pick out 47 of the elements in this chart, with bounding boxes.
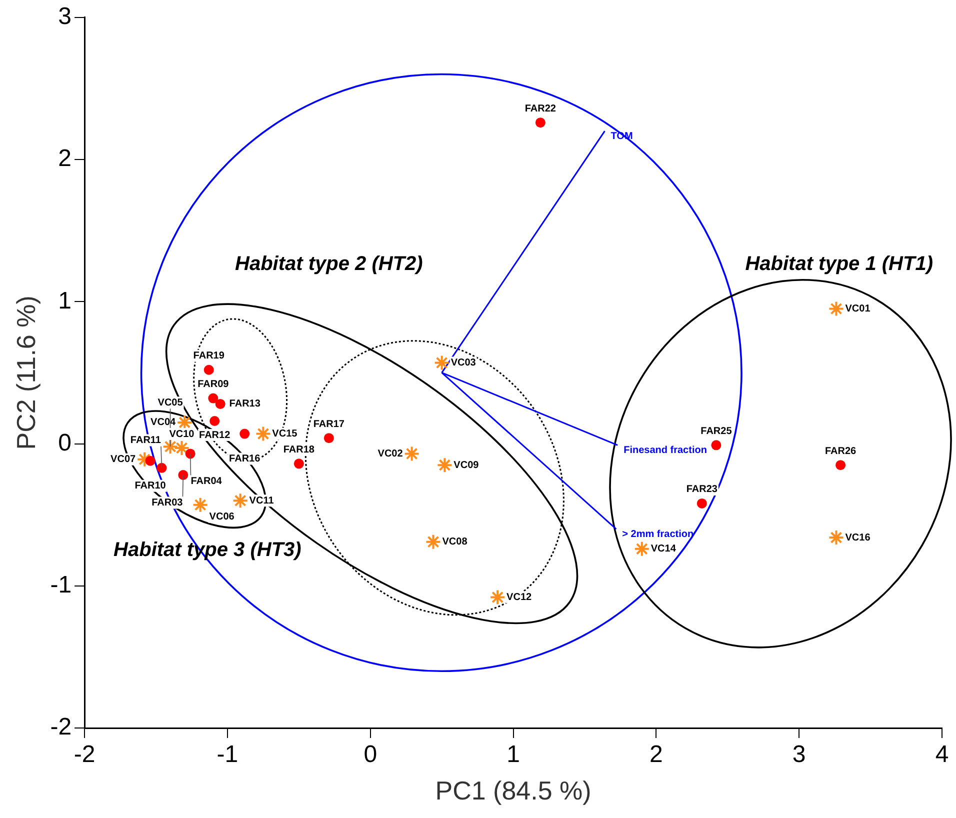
annotation: FAR23	[686, 484, 718, 496]
annotation: FAR16	[229, 454, 261, 465]
annotation: VC11	[249, 495, 274, 506]
x-tick-label: -1	[216, 741, 238, 768]
annotation: VC10	[169, 428, 195, 440]
annotation: FAR17	[313, 418, 345, 430]
annotation: FAR22	[524, 103, 556, 114]
x-tick-label: 3	[792, 741, 806, 768]
annotation: VC09	[454, 460, 480, 471]
x-tick-label: 4	[935, 741, 949, 768]
series-label: Finesand fraction	[624, 444, 707, 456]
x-tick-label: 2	[650, 741, 663, 768]
annotation: VC12	[506, 592, 532, 603]
y-tick-label: -1	[50, 572, 72, 599]
y-axis-title: PC2 (11.6 %)	[10, 296, 41, 450]
annotation: FAR09	[198, 379, 230, 390]
annotation: Habitat type 2 (HT2)	[235, 253, 424, 276]
series-label: > 2mm fraction	[622, 528, 694, 540]
annotation: VC01	[845, 303, 871, 314]
annotation: VC15	[272, 428, 298, 440]
annotation: VC07	[110, 454, 136, 466]
y-tick-label: 2	[58, 145, 72, 172]
annotation: FAR18	[283, 444, 315, 456]
y-tick-label: 0	[58, 429, 72, 456]
annotation: FAR11	[130, 434, 162, 446]
y-tick-label: 1	[58, 287, 72, 314]
annotation: FAR26	[824, 446, 857, 457]
annotation: FAR19	[193, 350, 225, 362]
annotation: FAR10	[134, 480, 166, 492]
y-tick-label: 3	[58, 3, 72, 30]
x-tick-label: 0	[364, 741, 378, 768]
annotation: VC03	[450, 358, 476, 368]
annotation: Habitat type 1 (HT1)	[745, 253, 934, 276]
annotation: VC06	[209, 512, 235, 523]
annotation: VC02	[378, 448, 404, 460]
annotation: FAR12	[199, 430, 231, 441]
annotation: VC14	[650, 544, 676, 555]
x-axis-title: PC1 (84.5 %)	[435, 776, 592, 806]
y-tick-label: -2	[50, 714, 72, 741]
annotation: FAR25	[700, 426, 732, 437]
annotation: VC08	[442, 536, 468, 548]
annotation: FAR04	[190, 476, 222, 488]
x-tick-label: 1	[506, 741, 520, 768]
annotation: VC16	[845, 532, 871, 544]
annotation: VC05	[158, 397, 184, 408]
annotation: FAR13	[229, 398, 261, 410]
annotation: FAR03	[152, 497, 184, 508]
